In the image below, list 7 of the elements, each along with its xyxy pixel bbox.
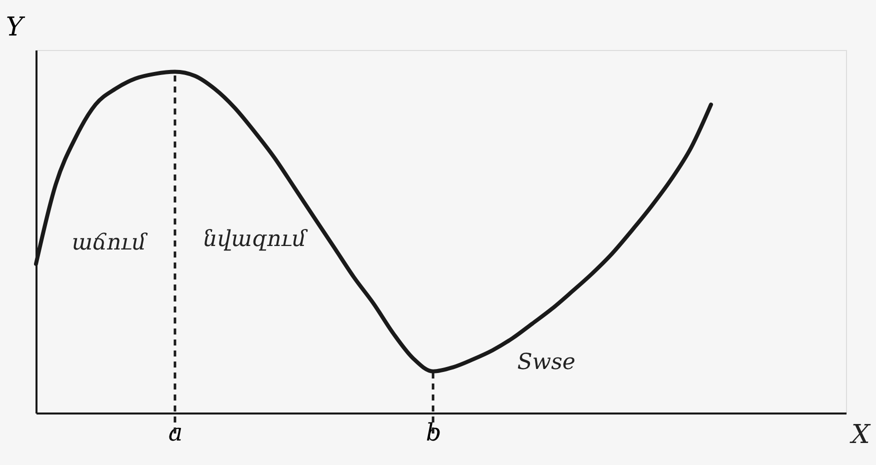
annotation: Swse — [517, 350, 576, 376]
y-axis-title: Y — [6, 12, 26, 42]
annotation: նվազում — [203, 226, 308, 252]
x-tick-label: a — [168, 418, 183, 446]
annotation: աճում — [72, 230, 148, 256]
text: X — [849, 420, 872, 450]
x-tick-label: b — [426, 418, 442, 446]
